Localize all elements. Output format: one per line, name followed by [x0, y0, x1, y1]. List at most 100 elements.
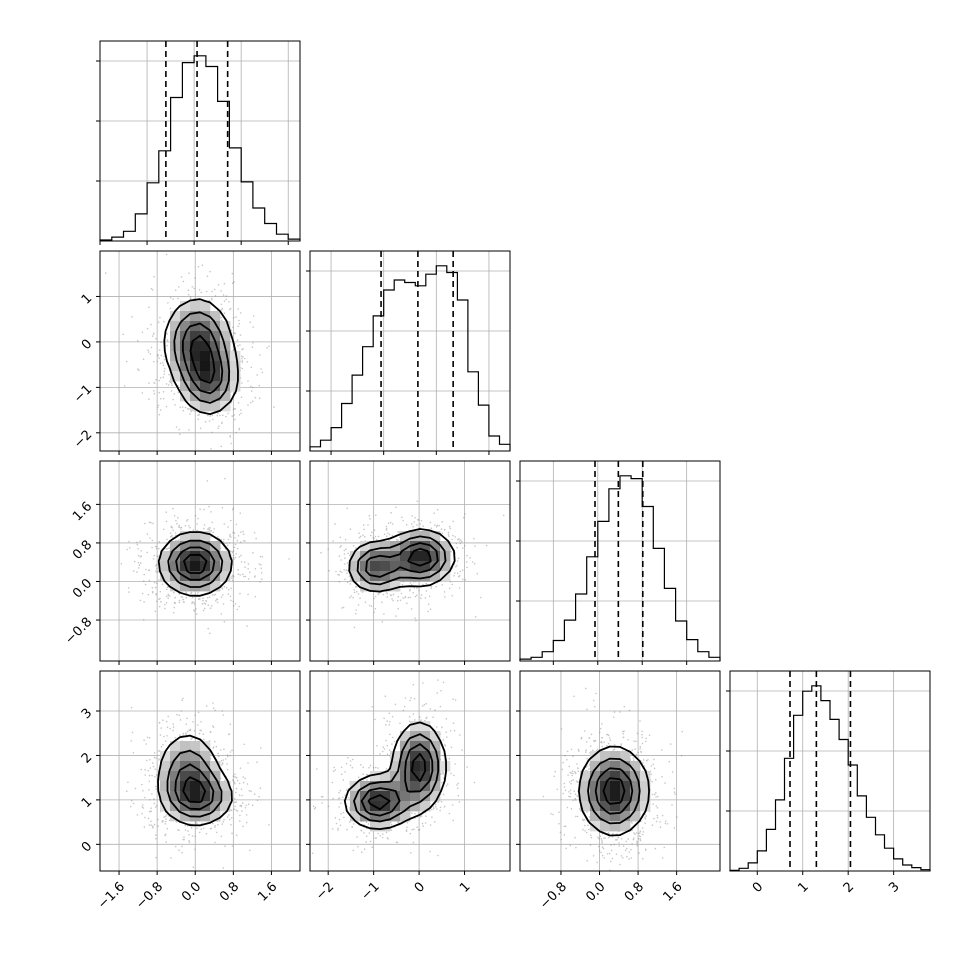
- density-cell: [610, 811, 621, 822]
- density-cell: [420, 751, 431, 762]
- density-cell: [350, 551, 361, 562]
- contour-3-2-3: [602, 777, 626, 805]
- density-cell: [410, 721, 421, 732]
- density-cell: [180, 351, 191, 362]
- density-cell: [590, 781, 601, 792]
- scatter-panel-3-1: [306, 670, 511, 875]
- scatter-panel-3-2: [516, 670, 721, 875]
- density-cell: [430, 731, 441, 742]
- contour-2-1-3: [407, 547, 432, 567]
- density-cell: [580, 781, 591, 792]
- density-cell: [180, 361, 191, 372]
- density-cell: [430, 781, 441, 792]
- density-cell: [200, 371, 211, 382]
- density-cell: [410, 791, 421, 802]
- density-cell: [380, 581, 391, 592]
- density-cell: [440, 541, 451, 552]
- y-tick-label-p1-0: −2: [71, 428, 95, 452]
- x-tick-label-p2-3: 1.6: [660, 879, 685, 904]
- scatter-panel-2-0: [96, 460, 301, 665]
- density-cell: [200, 311, 211, 322]
- density-cell: [180, 741, 191, 752]
- density-cell: [180, 531, 191, 542]
- density-cell: [440, 561, 451, 572]
- density-cell: [210, 811, 221, 822]
- density-cell: [190, 561, 201, 572]
- density-cell: [170, 811, 181, 822]
- density-cell: [420, 721, 431, 732]
- density-cell: [630, 761, 641, 772]
- contour-2-0-1: [167, 539, 224, 588]
- density-cell: [380, 781, 391, 792]
- density-cell: [220, 561, 231, 572]
- density-cell: [400, 561, 411, 572]
- density-cell: [200, 331, 211, 342]
- density-cell: [590, 811, 601, 822]
- density-cell: [180, 321, 191, 332]
- density-cell: [210, 331, 221, 342]
- scatter-frame-1-0: [99, 250, 301, 452]
- density-cell: [430, 541, 441, 552]
- density-cell: [170, 311, 181, 322]
- contour-2-0-3: [183, 553, 208, 574]
- density-cell: [630, 771, 641, 782]
- x-tick-label-p0-4: 1.6: [255, 879, 280, 904]
- scatter-frame-3-1: [309, 670, 511, 872]
- density-cell: [390, 791, 401, 802]
- density-cell: [410, 541, 421, 552]
- x-tick-label-p2-0: −0.8: [537, 879, 570, 912]
- scatter-inner-2-1: [310, 461, 510, 661]
- density-cell: [430, 551, 441, 562]
- density-cell: [210, 321, 221, 332]
- density-cell: [220, 571, 231, 582]
- contour-3-2-2: [594, 767, 634, 815]
- contour-3-1-1: [353, 733, 440, 823]
- density-cell: [180, 581, 191, 592]
- density-cell: [630, 801, 641, 812]
- density-cell: [430, 531, 441, 542]
- density-cell: [180, 381, 191, 392]
- density-cell: [610, 771, 621, 782]
- density-cell: [390, 581, 401, 592]
- density-cell: [420, 771, 431, 782]
- density-cell: [370, 581, 381, 592]
- density-cell: [210, 791, 221, 802]
- density-cell: [190, 541, 201, 552]
- density-cell: [610, 801, 621, 812]
- x-tick-label-p3-3: 3: [886, 879, 902, 895]
- density-cell: [200, 381, 211, 392]
- scatter-inner-2-0: [100, 461, 300, 661]
- density-cell: [600, 771, 611, 782]
- density-cell: [210, 771, 221, 782]
- density-cell: [210, 351, 221, 362]
- y-tick-label-p2-1: 0.0: [70, 576, 95, 601]
- density-cell: [620, 801, 631, 812]
- density-cell: [210, 581, 221, 592]
- density-cell: [430, 791, 441, 802]
- density-cell: [180, 541, 191, 552]
- density-cell: [580, 771, 591, 782]
- density-cell: [410, 551, 421, 562]
- density-cell: [200, 401, 211, 412]
- density-cell: [200, 541, 211, 552]
- density-cell: [390, 781, 401, 792]
- density-cell: [400, 781, 411, 792]
- density-cell: [370, 781, 381, 792]
- density-cell: [190, 531, 201, 542]
- density-cell: [210, 381, 221, 392]
- density-cell: [210, 371, 221, 382]
- density-cell: [600, 811, 611, 822]
- density-cell: [400, 571, 411, 582]
- density-cell: [200, 531, 211, 542]
- density-cell: [190, 381, 201, 392]
- x-tick-label-p1-2: 0: [412, 879, 428, 895]
- contour-3-2-0: [578, 745, 650, 837]
- x-tick-label-p1-0: −2: [313, 879, 337, 903]
- density-cell: [190, 741, 201, 752]
- density-cell: [390, 761, 401, 772]
- density-cell: [160, 781, 171, 792]
- density-cell: [360, 571, 371, 582]
- density-cell: [620, 781, 631, 792]
- density-cell: [350, 571, 361, 582]
- density-cell: [190, 401, 201, 412]
